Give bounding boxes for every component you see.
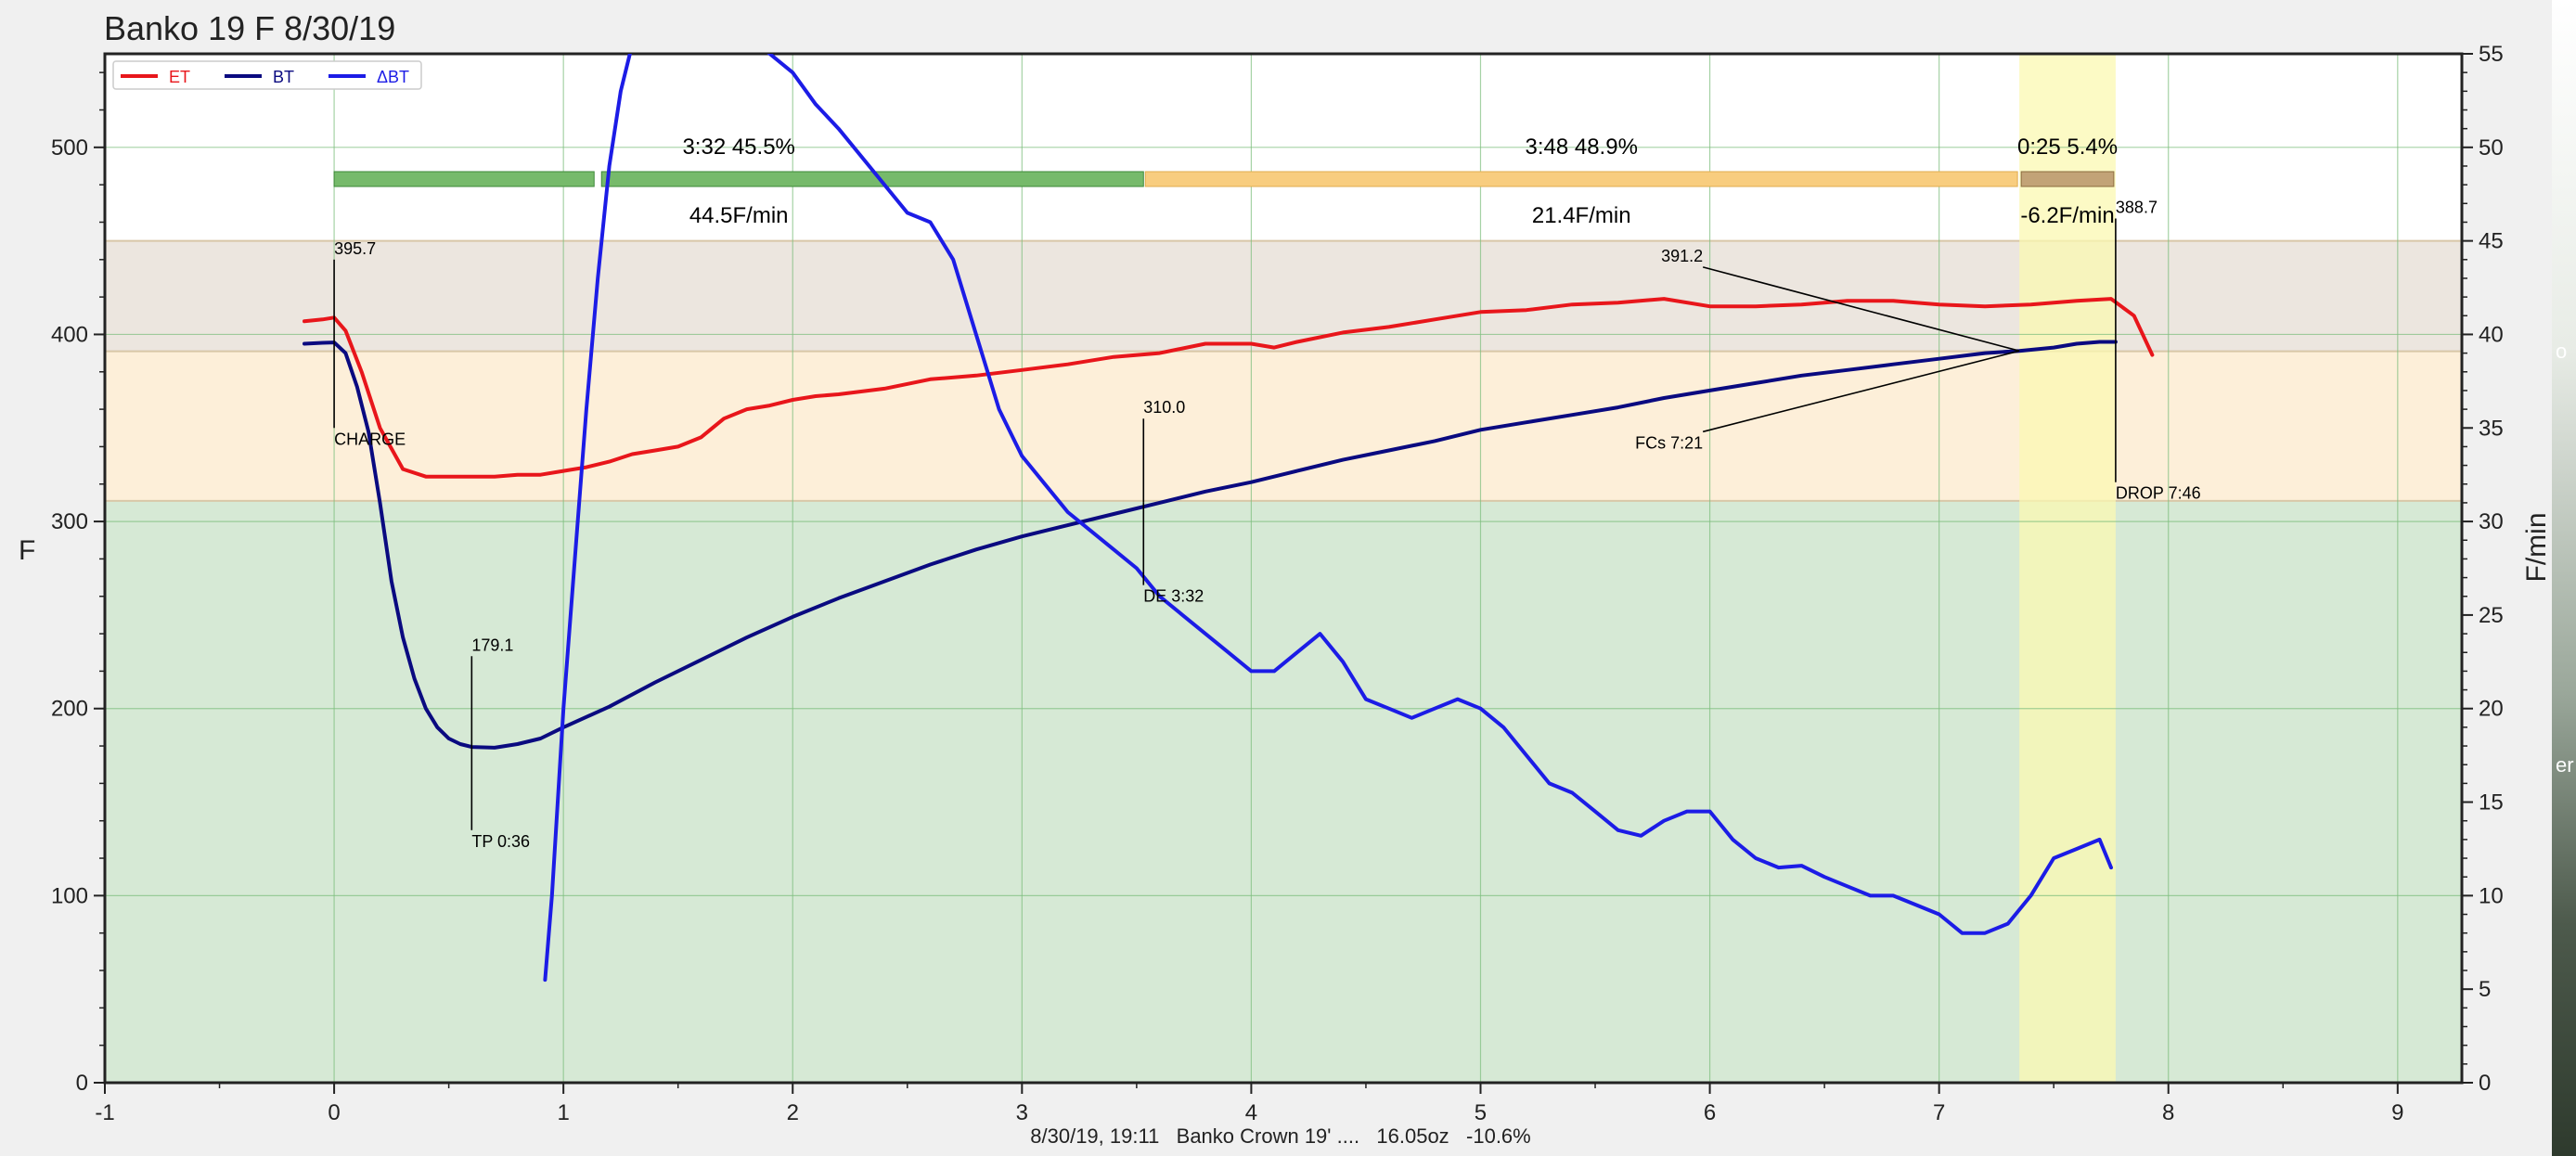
y-axis-label: F (19, 535, 35, 566)
annotation-label: 179.1 (471, 636, 513, 654)
y2-tick-label: 40 (2479, 322, 2504, 347)
plot-frame (103, 52, 2464, 1085)
x-tick-label: -1 (95, 1100, 114, 1125)
annotation-label: DROP 7:46 (2116, 484, 2201, 503)
annotation-label: 310.0 (1143, 398, 1185, 417)
y2-axis-label: F/min (2521, 513, 2552, 583)
y-tick-label: 300 (51, 509, 88, 534)
phase-bar-segment (2020, 171, 2115, 187)
y2-tick-label: 0 (2479, 1071, 2491, 1096)
phase-bar-segment (600, 171, 1144, 187)
photo-edge-glyph: o (2556, 340, 2568, 363)
phase-bar-segment (1144, 171, 2018, 187)
annotation-leader (1702, 350, 2020, 433)
x-tick-label: 7 (1933, 1100, 1945, 1125)
legend[interactable]: ET BT ΔBT (112, 60, 422, 90)
y2-tick-label: 10 (2479, 883, 2504, 908)
x-tick-label: 2 (787, 1100, 799, 1125)
phase-rate-label: 44.5F/min (689, 203, 789, 228)
phase-time-label: 3:32 45.5% (682, 135, 794, 160)
y2-tick-label: 35 (2479, 416, 2504, 441)
photo-edge-glyph: er (2556, 753, 2574, 777)
annotation-label: 395.7 (334, 239, 376, 258)
x-tick-label: 3 (1016, 1100, 1028, 1125)
y2-tick-label: 55 (2479, 42, 2504, 67)
annotations: 395.7 CHARGE 179.1 TP 0:36 310.0 DE 3:32 391.2… (333, 198, 2201, 851)
x-tick-label: 4 (1245, 1100, 1257, 1125)
annotation-label: TP 0:36 (471, 832, 530, 851)
x-tick-label: 5 (1475, 1100, 1487, 1125)
annotation-label: CHARGE (334, 430, 406, 448)
development-highlight (2019, 54, 2116, 1083)
legend-box (112, 60, 422, 90)
phase-rate-label: -6.2F/min (2020, 203, 2114, 228)
annotation-label: 391.2 (1661, 247, 1703, 265)
delta-bt-line (543, 54, 2113, 983)
y-tick-label: 200 (51, 697, 88, 722)
et-line (303, 297, 2155, 479)
x-tick-label: 8 (2162, 1100, 2174, 1125)
y-tick-label: 500 (51, 135, 88, 161)
x-tick-label: 1 (557, 1100, 569, 1125)
y-tick-label: 400 (51, 322, 88, 347)
series-lines (303, 54, 2155, 983)
y2-tick-label: 45 (2479, 229, 2504, 254)
axes: -1 0 1 2 3 4 5 6 7 8 90100200300400500051015202530… (51, 42, 2504, 1125)
y2-tick-label: 25 (2479, 603, 2504, 628)
x-tick-label: 6 (1704, 1100, 1716, 1125)
legend-label[interactable]: ET (169, 68, 190, 86)
y2-tick-label: 30 (2479, 509, 2504, 534)
annotation-label: DE 3:32 (1143, 587, 1204, 606)
legend-label[interactable]: BT (273, 68, 294, 86)
bt-line (303, 340, 2118, 750)
y-tick-label: 0 (76, 1071, 88, 1096)
phase-time-label: 3:48 48.9% (1525, 135, 1637, 160)
annotation-leader (1702, 266, 2020, 352)
y2-tick-label: 5 (2479, 977, 2491, 1002)
y-tick-label: 100 (51, 883, 88, 908)
x-tick-label: 0 (328, 1100, 340, 1125)
phase-time-label: 0:25 5.4% (2017, 135, 2118, 160)
background-photo-edge: o er (2552, 0, 2576, 1156)
chart-title: Banko 19 F 8/30/19 (104, 9, 395, 47)
y2-tick-label: 20 (2479, 697, 2504, 722)
x-tick-label: 9 (2391, 1100, 2403, 1125)
phase-bar-segment (333, 171, 595, 187)
phase-bars: 3:32 45.5% 44.5F/min 3:48 48.9% 21.4F/min 0:… (333, 135, 2118, 228)
footer-info: 8/30/19, 19:11 Banko Crown 19' .... 16.0… (1030, 1124, 1530, 1148)
y2-tick-label: 15 (2479, 790, 2504, 816)
phase-rate-label: 21.4F/min (1532, 203, 1631, 228)
annotation-label: 388.7 (2116, 198, 2157, 216)
annotation-label: FCs 7:21 (1635, 433, 1703, 452)
y2-tick-label: 50 (2479, 135, 2504, 161)
legend-label[interactable]: ΔBT (377, 68, 409, 86)
